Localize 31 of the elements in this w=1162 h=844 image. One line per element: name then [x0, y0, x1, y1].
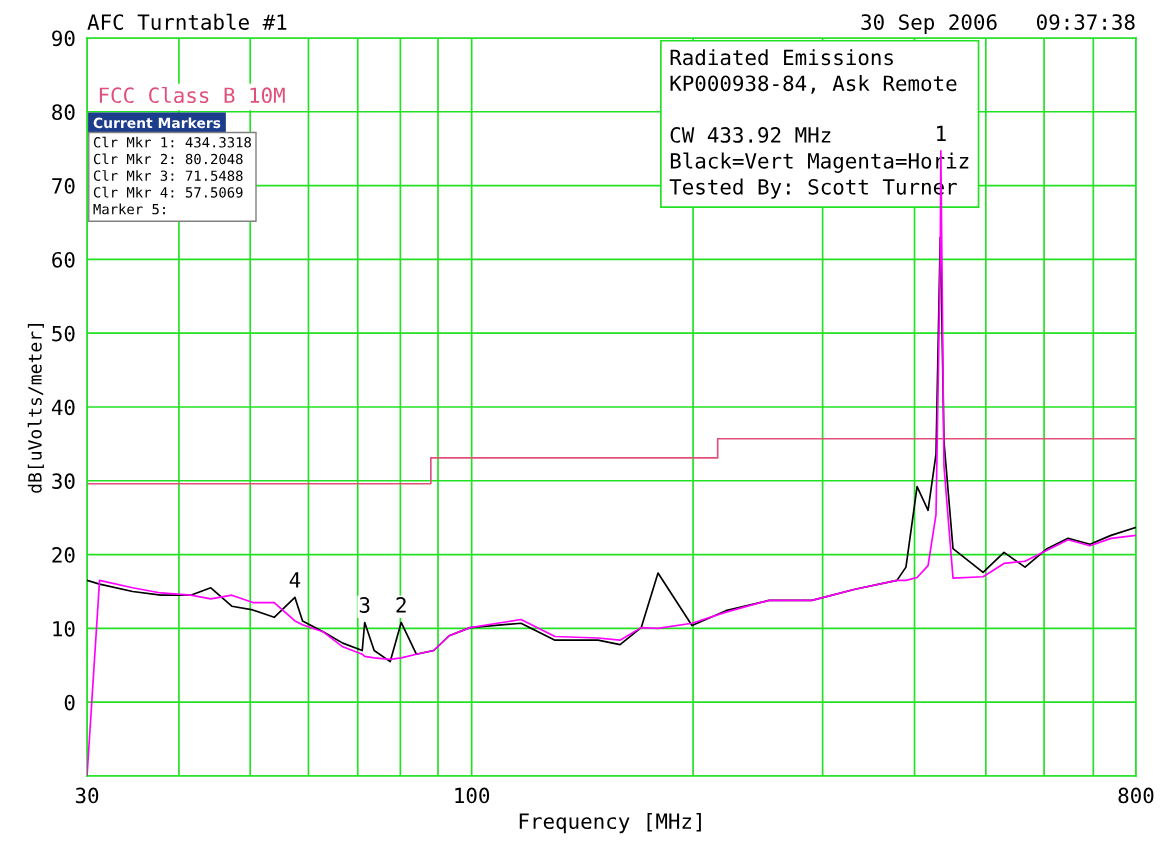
- annotation: 2: [396, 597, 406, 613]
- annotation: Clr Mkr 3: 71.5488: [93, 170, 243, 181]
- annotation: KP000938-84, Ask Remote: [670, 75, 957, 94]
- x-tick-label: 800: [1118, 787, 1154, 804]
- chart-title: AFC Turntable #1: [87, 13, 287, 30]
- y-tick-label: 90: [52, 30, 75, 47]
- annotation: 4: [289, 572, 301, 588]
- y-tick-label: 60: [52, 251, 75, 268]
- y-tick-label: 10: [53, 620, 75, 637]
- x-axis-title: Frequency [MHz]: [519, 812, 701, 834]
- x-tick-label: 100: [455, 787, 490, 804]
- y-axis-title: dB[uVolts/meter]: [27, 324, 44, 493]
- annotation: 1: [937, 125, 946, 141]
- y-tick-label: 30: [52, 473, 75, 490]
- y-tick-label: 40: [51, 399, 75, 416]
- y-tick-label: 80: [52, 104, 75, 121]
- annotation: CW 433.92 MHz: [670, 127, 831, 143]
- chart-subtitle: 30 Sep 2006 09:37:38: [861, 14, 1135, 34]
- text: FCC Class B 10M: [99, 86, 285, 104]
- annotation: Clr Mkr 2: 80.2048: [93, 153, 243, 165]
- annotation: Clr Mkr 4: 57.5069: [93, 186, 243, 198]
- annotation: Current Markers: [93, 117, 221, 129]
- annotation: Radiated Emissions: [670, 49, 893, 66]
- y-tick-label: 0: [64, 694, 75, 711]
- annotation: 3: [359, 597, 370, 613]
- annotation: Marker 5:: [93, 203, 165, 215]
- y-tick-label: 20: [52, 547, 75, 563]
- y-tick-label: 50: [52, 325, 75, 342]
- annotation: Clr Mkr 1: 434.3318: [93, 136, 251, 148]
- x-tick-label: 30: [75, 787, 99, 804]
- y-tick-label: 70: [52, 178, 75, 194]
